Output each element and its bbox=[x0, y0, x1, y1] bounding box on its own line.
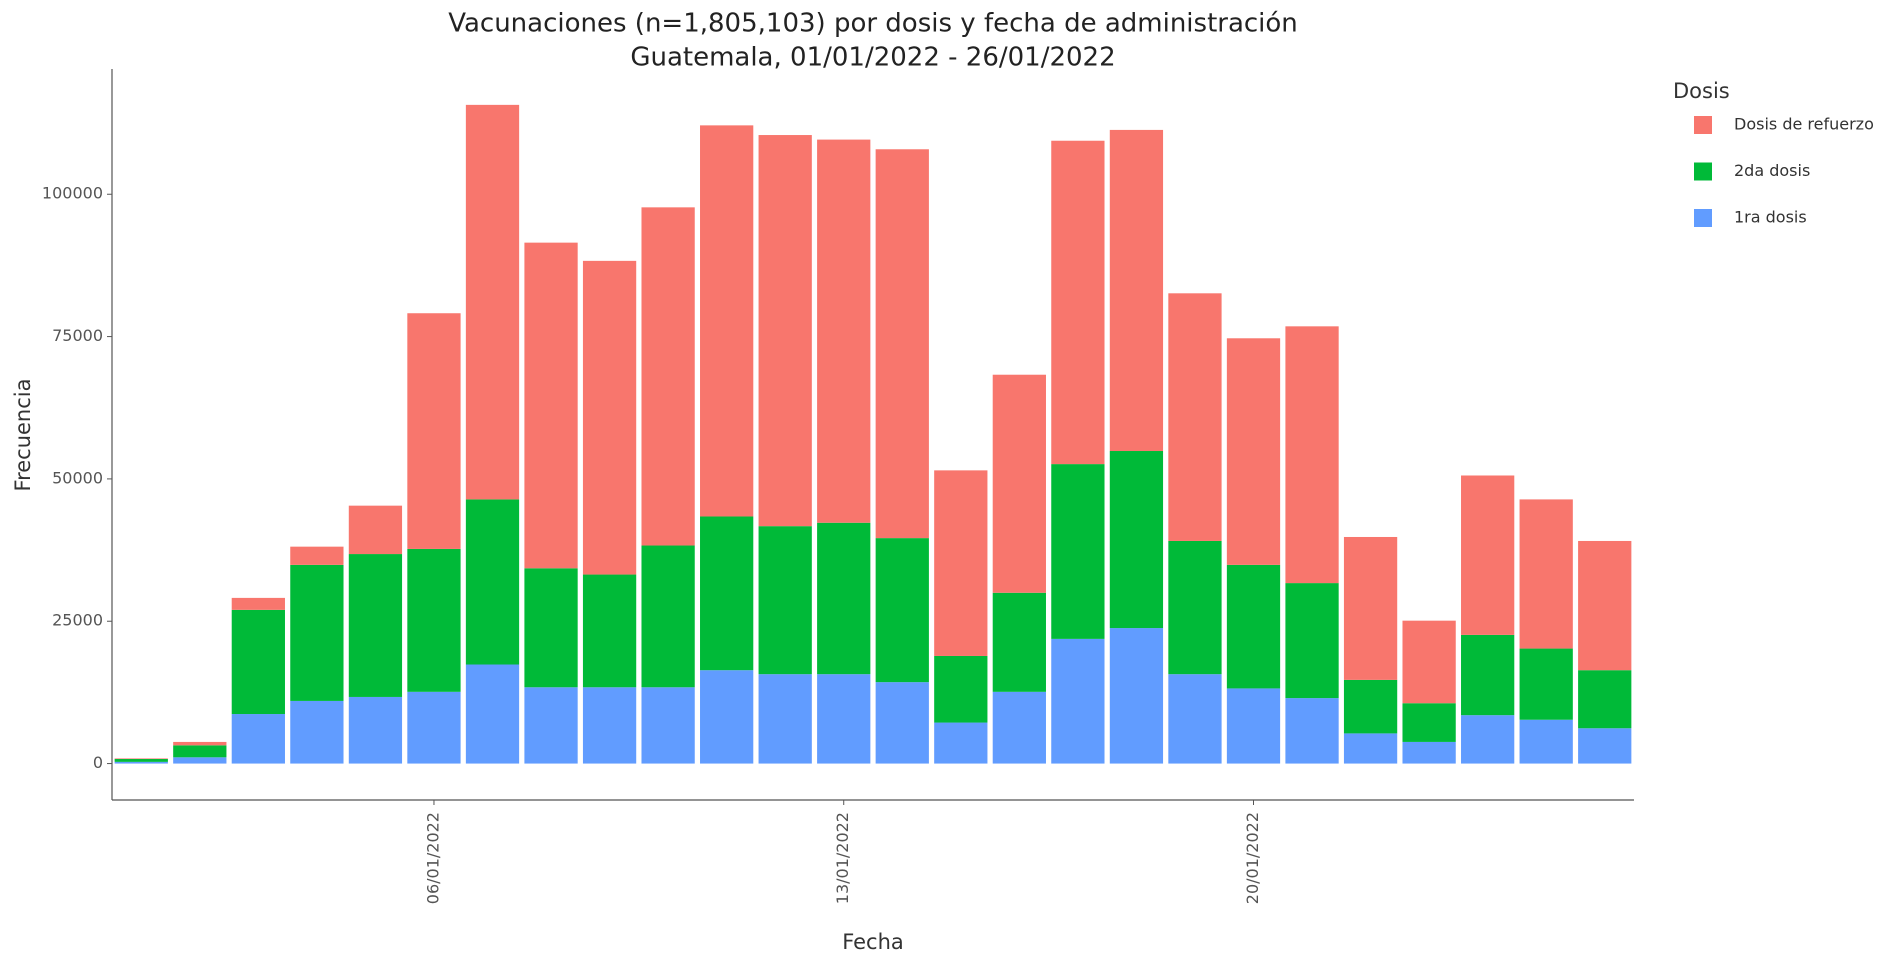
bar-segment bbox=[934, 470, 988, 656]
bar-segment bbox=[524, 687, 578, 764]
bar-segment bbox=[1461, 475, 1515, 635]
bar-segment bbox=[992, 592, 1046, 692]
bar-segment bbox=[1168, 540, 1222, 675]
bar-segment bbox=[1402, 703, 1456, 742]
bar-segment bbox=[1226, 688, 1281, 764]
bar-segment bbox=[1402, 741, 1456, 764]
bar-segment bbox=[934, 722, 988, 764]
bar-segment bbox=[231, 609, 285, 715]
bar-segment bbox=[1343, 536, 1398, 680]
bar-segment bbox=[290, 546, 344, 565]
bar-segment bbox=[1109, 628, 1164, 764]
bar-segment bbox=[817, 139, 871, 523]
bar-segment bbox=[1051, 638, 1105, 764]
bar-segment bbox=[290, 700, 344, 764]
legend-swatch bbox=[1694, 209, 1712, 227]
bar-segment bbox=[700, 516, 754, 671]
bar-segment bbox=[1461, 634, 1515, 716]
bar-segment bbox=[1519, 499, 1573, 649]
bar-segment bbox=[407, 548, 461, 692]
bar-segment bbox=[290, 564, 344, 701]
bar-segment bbox=[1168, 293, 1222, 541]
bar-segment bbox=[465, 499, 520, 665]
bar-segment bbox=[465, 664, 520, 764]
bar-segment bbox=[1109, 451, 1164, 629]
bar-segment bbox=[875, 538, 929, 683]
bar-segment bbox=[1578, 540, 1632, 671]
bar-segment bbox=[231, 597, 285, 610]
bar-segment bbox=[1109, 129, 1164, 452]
bar-segment bbox=[875, 682, 929, 764]
legend-label: 1ra dosis bbox=[1734, 208, 1807, 227]
bar-segment bbox=[582, 260, 637, 575]
bar-segment bbox=[173, 745, 227, 758]
bar-segment bbox=[348, 505, 403, 555]
y-tick-label: 100000 bbox=[42, 184, 103, 203]
bar-segment bbox=[1578, 728, 1632, 764]
bar-segment bbox=[582, 687, 637, 764]
bar-segment bbox=[173, 741, 227, 746]
bar-segment bbox=[407, 691, 461, 764]
bar-segment bbox=[465, 104, 520, 500]
bar-segment bbox=[641, 687, 695, 764]
x-tick-label: 13/01/2022 bbox=[833, 812, 852, 904]
legend-swatch bbox=[1694, 162, 1712, 181]
bar-segment bbox=[758, 674, 812, 764]
bar-segment bbox=[875, 149, 929, 539]
bar-segment bbox=[1285, 698, 1339, 764]
bar-segment bbox=[582, 574, 637, 688]
bar-segment bbox=[1461, 715, 1515, 764]
x-tick-label: 20/01/2022 bbox=[1243, 812, 1262, 904]
bar-segment bbox=[1343, 679, 1398, 734]
bar-segment bbox=[1285, 326, 1339, 584]
bar-segment bbox=[1051, 140, 1105, 465]
x-tick-label: 06/01/2022 bbox=[423, 812, 442, 904]
bar-segment bbox=[817, 674, 871, 764]
bar-segment bbox=[700, 670, 754, 764]
bar-segment bbox=[1578, 670, 1632, 729]
bar-segment bbox=[641, 545, 695, 688]
y-axis-label: Frecuencia bbox=[11, 379, 35, 492]
legend-swatch bbox=[1694, 116, 1712, 134]
bar-segment bbox=[524, 568, 578, 688]
bar-segment bbox=[1051, 464, 1105, 639]
chart-subtitle: Guatemala, 01/01/2022 - 26/01/2022 bbox=[630, 43, 1115, 73]
bar-segment bbox=[758, 135, 812, 527]
bar-segment bbox=[1226, 338, 1281, 565]
bar-segment bbox=[934, 655, 988, 723]
bar-segment bbox=[231, 714, 285, 764]
y-tick-label: 25000 bbox=[52, 611, 103, 630]
bar-segment bbox=[1285, 583, 1339, 699]
bar-segment bbox=[1343, 733, 1398, 764]
bar-segment bbox=[641, 207, 695, 546]
bar-segment bbox=[524, 242, 578, 569]
bar-segment bbox=[992, 691, 1046, 764]
y-tick-label: 50000 bbox=[52, 468, 103, 487]
bar-segment bbox=[114, 761, 168, 764]
x-axis-label: Fecha bbox=[842, 930, 904, 954]
bar-segment bbox=[1168, 674, 1222, 764]
bar-segment bbox=[817, 522, 871, 675]
legend-title: Dosis bbox=[1673, 79, 1730, 103]
y-tick-label: 75000 bbox=[52, 326, 103, 345]
legend-label: 2da dosis bbox=[1734, 161, 1810, 180]
bar-segment bbox=[1226, 564, 1281, 689]
bar-segment bbox=[173, 757, 227, 764]
bar-segment bbox=[348, 554, 403, 697]
bar-segment bbox=[1519, 719, 1573, 764]
y-tick-label: 0 bbox=[93, 753, 103, 772]
chart-title: Vacunaciones (n=1,805,103) por dosis y f… bbox=[448, 9, 1298, 39]
bar-segment bbox=[114, 759, 168, 762]
bar-segment bbox=[114, 758, 168, 760]
bar-segment bbox=[1402, 620, 1456, 704]
bar-segment bbox=[407, 313, 461, 549]
legend-label: Dosis de refuerzo bbox=[1734, 115, 1874, 134]
bar-segment bbox=[758, 526, 812, 675]
bar-segment bbox=[700, 125, 754, 517]
bar-segment bbox=[348, 696, 403, 764]
bar-segment bbox=[1519, 648, 1573, 720]
bar-segment bbox=[992, 374, 1046, 593]
